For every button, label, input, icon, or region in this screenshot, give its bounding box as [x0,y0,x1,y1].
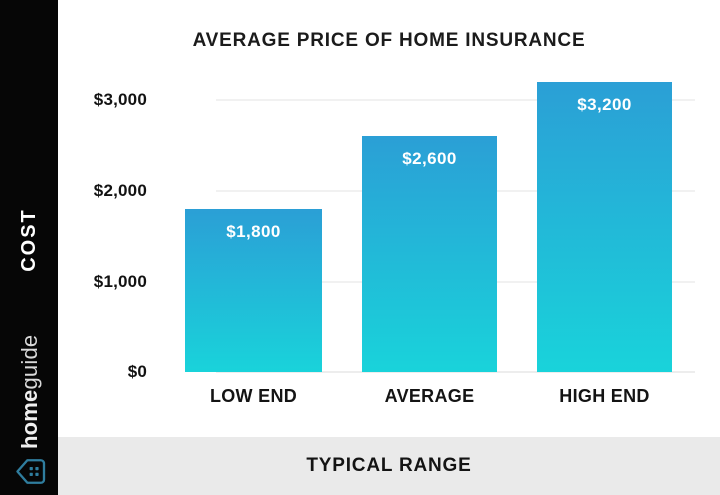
plot-area: $3,000 $2,000 $1,000 $0 $1,800 LOW END $2,600 A… [58,0,720,437]
y-axis-title: COST [17,208,40,272]
x-tick-label: LOW END [209,386,298,406]
x-tick-label: HIGH END [559,386,650,406]
x-tick-label: AVERAGE [384,386,475,406]
house-icon [15,458,46,485]
footer-label: TYPICAL RANGE [306,455,472,476]
bar-value-label: $1,800 [226,222,281,241]
bar-value-label: $3,200 [577,95,632,114]
bar-average: $2,600 [362,136,497,372]
sidebar: COST homeguide [0,0,58,495]
y-tick-label: $0 [127,362,147,381]
bar-high-end: $3,200 [537,82,672,372]
brand-name: homeguide [17,335,43,449]
y-tick-label: $3,000 [93,90,147,109]
footer-band: TYPICAL RANGE [58,437,720,495]
chart-title: AVERAGE PRICE OF HOME INSURANCE [192,30,586,51]
y-tick-label: $2,000 [93,181,147,200]
y-axis-title-wrap: COST [0,180,58,300]
bar-low-end: $1,800 [185,209,322,372]
gridline-0 [216,371,695,373]
y-tick-label: $1,000 [93,272,147,291]
brand-logo: homeguide [1,335,59,487]
brand-name-guide: guide [17,334,42,390]
chart-area: AVERAGE PRICE OF HOME INSURANCE $3,000 $2… [58,0,720,495]
bar-value-label: $2,600 [402,149,457,168]
brand-name-home: home [17,389,42,449]
gridline-3000 [216,99,695,101]
